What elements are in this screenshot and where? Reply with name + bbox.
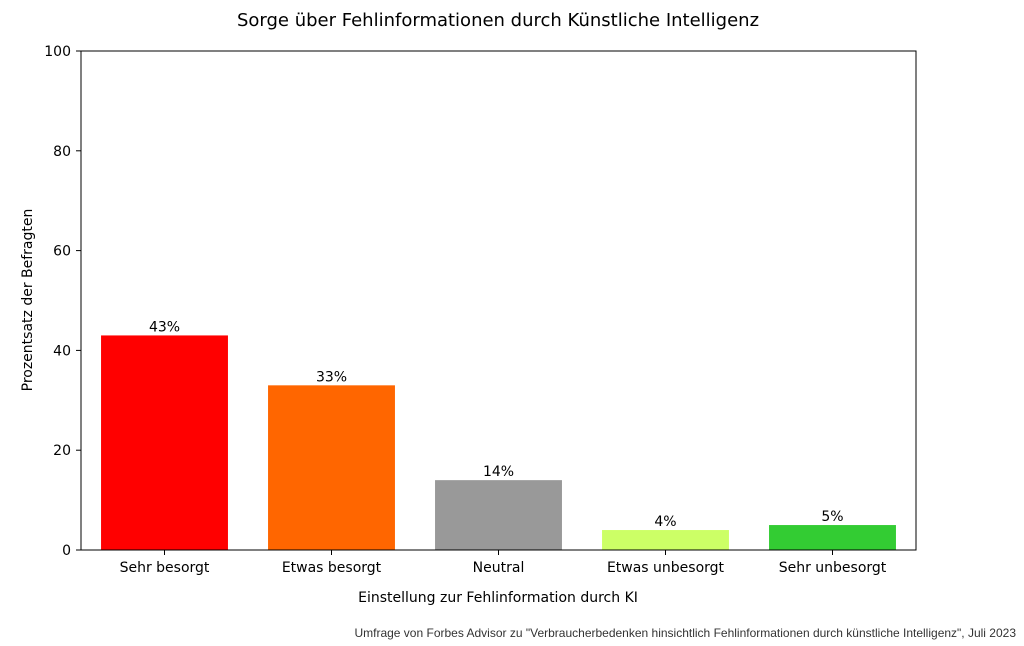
x-tick-label: Etwas besorgt	[282, 560, 382, 576]
x-axis-label: Einstellung zur Fehlinformation durch KI	[358, 590, 638, 606]
bar-2	[268, 385, 395, 550]
bar-1	[101, 335, 228, 550]
x-tick-label: Sehr unbesorgt	[779, 560, 887, 576]
y-tick-label: 0	[62, 543, 71, 559]
plot-frame	[80, 50, 917, 551]
y-tick-label: 100	[44, 44, 71, 60]
chart-title: Sorge über Fehlinformationen durch Künst…	[236, 10, 760, 31]
source-note: Umfrage von Forbes Advisor zu "Verbrauch…	[354, 626, 1016, 640]
x-tick-label: Etwas unbesorgt	[607, 560, 725, 576]
bar-value-label: 4%	[654, 514, 676, 530]
y-tick-label: 60	[53, 244, 71, 260]
bar-4	[602, 530, 729, 550]
y-axis-label: Prozentsatz der Befragten	[20, 209, 36, 392]
x-tick-label: Neutral	[473, 560, 525, 576]
y-tick-label: 20	[53, 443, 71, 459]
y-tick-label: 80	[53, 144, 71, 160]
bar-value-label: 43%	[149, 319, 180, 335]
y-tick-label: 40	[53, 343, 71, 359]
bar-5	[769, 525, 896, 550]
x-tick-label: Sehr besorgt	[120, 560, 210, 576]
bar-3	[435, 480, 562, 550]
bar-value-label: 5%	[821, 509, 843, 525]
bar-value-label: 14%	[483, 464, 514, 480]
bar-value-label: 33%	[316, 369, 347, 385]
